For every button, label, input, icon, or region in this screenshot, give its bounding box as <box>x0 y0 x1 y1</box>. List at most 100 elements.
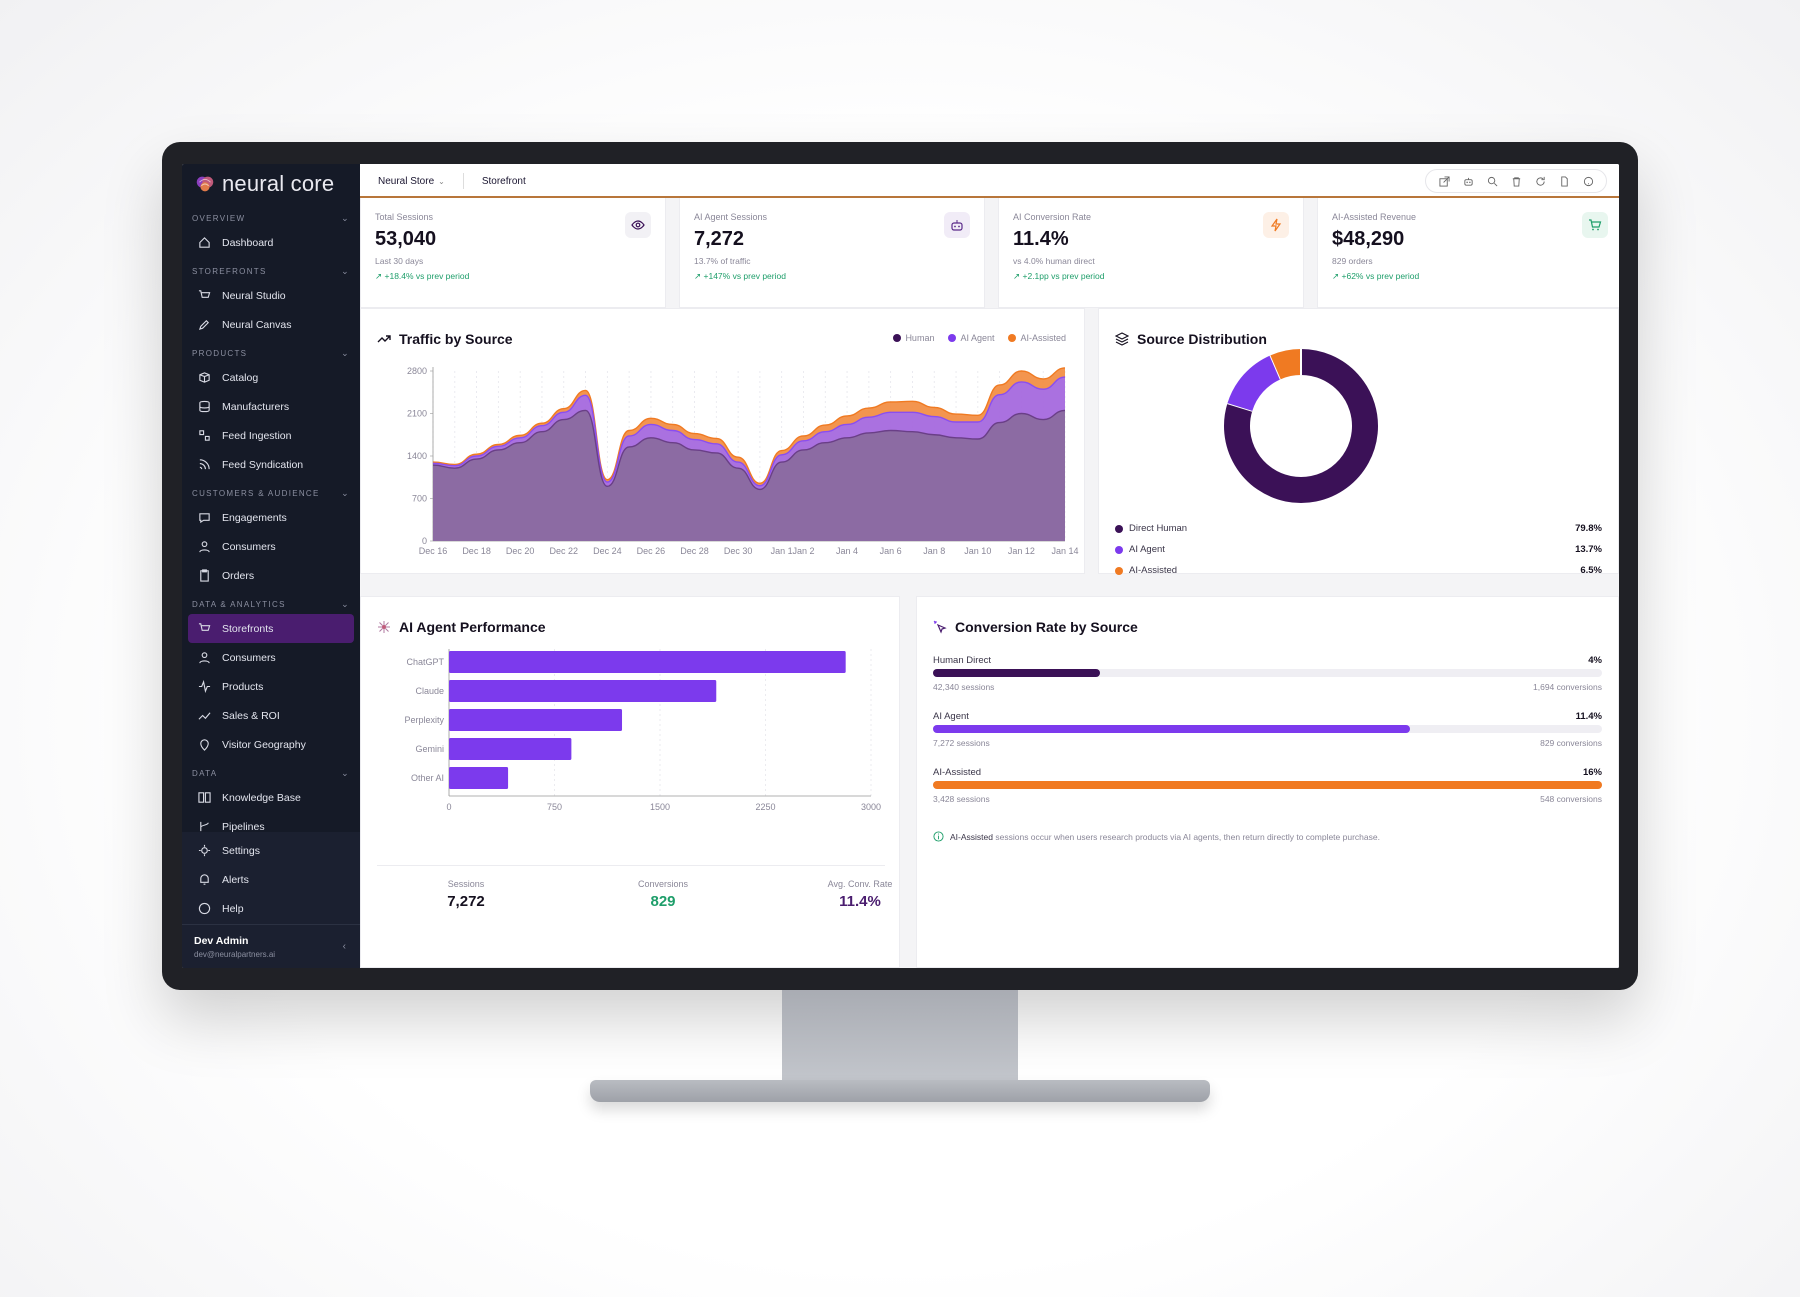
kpi-value: 7,272 <box>694 228 745 250</box>
sidebar-section-header[interactable]: DATA ⌄ <box>182 763 360 783</box>
bar-perplexity[interactable] <box>449 709 623 731</box>
legend-assisted: AI-Assisted <box>1008 333 1066 343</box>
sidebar-item-settings[interactable]: Settings <box>188 836 354 865</box>
distribution-title: Source Distribution <box>1115 331 1267 347</box>
kpi-badge <box>1582 212 1608 238</box>
x-tick-label: Dec 26 <box>637 546 666 556</box>
stat-label: Avg. Conv. Rate <box>827 879 893 889</box>
pin-icon <box>200 738 209 751</box>
kpi-card[interactable]: AI Conversion Rate 11.4% vs 4.0% human dir… <box>998 198 1304 308</box>
box-icon <box>199 371 210 383</box>
sidebar-item-feed-ingestion[interactable]: Feed Ingestion <box>188 421 354 450</box>
sidebar-item-products[interactable]: Products <box>188 672 354 701</box>
x-tick-label: Jan 14 <box>1051 546 1078 556</box>
y-tick-label: 0 <box>422 536 427 546</box>
stat-value: 11.4% <box>839 893 881 910</box>
robot-icon[interactable] <box>1456 172 1480 190</box>
store-selector[interactable]: Neural Store ⌄ <box>370 171 453 191</box>
donut-slice-ai-assisted[interactable] <box>1270 349 1302 380</box>
donut-slice-direct-human[interactable] <box>1224 349 1378 503</box>
sidebar-item-pipelines[interactable]: Pipelines <box>188 812 354 841</box>
sidebar-item-orders[interactable]: Orders <box>188 561 354 590</box>
source-donut-chart <box>1224 349 1378 503</box>
sidebar-section-header[interactable]: PRODUCTS ⌄ <box>182 343 360 363</box>
kpi-card[interactable]: AI Agent Sessions 7,272 13.7% of traffic ↗ … <box>679 198 985 308</box>
sidebar-item-label: Storefronts <box>222 622 274 635</box>
bar-claude[interactable] <box>449 680 717 702</box>
logo[interactable]: neural core <box>182 164 360 204</box>
refresh-icon[interactable] <box>1528 172 1552 190</box>
document-icon[interactable] <box>1552 172 1576 190</box>
y-tick-label: Claude <box>415 686 444 696</box>
sidebar-item-sales-roi[interactable]: Sales & ROI <box>188 701 354 730</box>
agent-performance-card: AI Agent Performance 0 750 1500 2250 3000 Cha… <box>360 596 900 968</box>
sidebar-item-help[interactable]: Help <box>188 894 354 923</box>
sidebar-item-neural-studio[interactable]: Neural Studio <box>188 281 354 310</box>
x-tick-label: 1500 <box>650 802 670 812</box>
sidebar-section-header[interactable]: DATA & ANALYTICS ⌄ <box>182 594 360 614</box>
collapse-icon[interactable]: ‹ <box>342 941 346 952</box>
legend-label: Direct Human <box>1129 523 1188 534</box>
bar-gemini[interactable] <box>449 738 572 760</box>
bar-chatgpt[interactable] <box>449 651 846 673</box>
branch-icon <box>200 821 209 831</box>
sidebar-item-knowledge-base[interactable]: Knowledge Base <box>188 783 354 812</box>
activity-icon <box>198 679 211 693</box>
chevron-down-icon: ⌄ <box>341 598 350 609</box>
y-tick-label: Gemini <box>415 744 444 754</box>
sidebar-item-neural-canvas[interactable]: Neural Canvas <box>188 310 354 339</box>
bar-other-ai[interactable] <box>449 767 509 789</box>
sidebar-section-header[interactable]: CUSTOMERS & AUDIENCE ⌄ <box>182 483 360 503</box>
sidebar-item-dashboard[interactable]: Dashboard <box>188 228 354 257</box>
search-icon[interactable] <box>1480 172 1504 190</box>
sidebar-item-alerts[interactable]: Alerts <box>188 865 354 894</box>
external-link-icon[interactable] <box>1432 172 1456 190</box>
sidebar-item-storefronts[interactable]: Storefronts <box>188 614 354 643</box>
cr-conversions: 829 conversions <box>1540 738 1602 748</box>
sidebar-item-engagements[interactable]: Engagements <box>188 503 354 532</box>
kpi-label: Total Sessions <box>375 212 434 222</box>
distribution-title-text: Source Distribution <box>1137 331 1267 347</box>
arrow-up-right-icon: ↗ <box>1332 271 1340 281</box>
legend-dot <box>1115 524 1123 533</box>
kpi-card[interactable]: Total Sessions 53,040 Last 30 days ↗ +18.4%… <box>360 198 666 308</box>
traffic-card: Traffic by Source Human AI Agent AI-Assi… <box>360 308 1085 574</box>
chevron-down-icon: ⌄ <box>341 265 350 276</box>
section-tab[interactable]: Storefront <box>473 171 534 191</box>
sidebar-section-title: OVERVIEW <box>192 213 246 223</box>
sidebar-item-consumers[interactable]: Consumers <box>188 532 354 561</box>
sidebar-item-consumers[interactable]: Consumers <box>188 643 354 672</box>
y-tick-label: 700 <box>412 494 427 504</box>
kpi-label: AI Agent Sessions <box>694 212 768 222</box>
x-tick-label: 3000 <box>861 802 881 812</box>
trash-icon[interactable] <box>1504 172 1528 190</box>
clipboard-icon <box>200 568 209 582</box>
help-icon[interactable] <box>1576 172 1600 190</box>
help-icon <box>198 902 211 914</box>
clipboard-icon <box>198 568 212 583</box>
kpi-card[interactable]: AI-Assisted Revenue $48,290 829 orders ↗ +6… <box>1317 198 1619 308</box>
sidebar-item-feed-syndication[interactable]: Feed Syndication <box>188 450 354 479</box>
y-tick-label: 2800 <box>407 366 427 376</box>
section-tab-label: Storefront <box>481 175 526 187</box>
brush-icon <box>198 319 210 330</box>
bell-icon <box>198 873 212 887</box>
sidebar-item-visitor-geography[interactable]: Visitor Geography <box>188 730 354 759</box>
sidebar-section-header[interactable]: STOREFRONTS ⌄ <box>182 261 360 281</box>
network-icon <box>378 621 390 633</box>
legend-value: 79.8% <box>1575 523 1602 534</box>
sidebar-nav: OVERVIEW ⌄ Dashboard STOREFRONTS ⌄ Neural Stu… <box>182 208 360 841</box>
traffic-title: Traffic by Source <box>377 331 513 347</box>
sidebar-item-label: Neural Studio <box>222 289 286 302</box>
shapes-icon <box>198 429 212 443</box>
sidebar-item-label: Settings <box>222 844 260 857</box>
agent-stat: Sessions 7,272 <box>391 879 541 910</box>
sidebar-section-header[interactable]: OVERVIEW ⌄ <box>182 208 360 228</box>
sidebar-item-catalog[interactable]: Catalog <box>188 363 354 392</box>
sidebar-item-manufacturers[interactable]: Manufacturers <box>188 392 354 421</box>
area-series-human[interactable] <box>433 410 1065 541</box>
donut-slice-ai-agent[interactable] <box>1227 355 1282 412</box>
x-tick-label: 2250 <box>755 802 775 812</box>
user-profile[interactable]: Dev Admin dev@neuralpartners.ai ‹ <box>182 924 360 968</box>
trend-icon <box>198 711 211 720</box>
